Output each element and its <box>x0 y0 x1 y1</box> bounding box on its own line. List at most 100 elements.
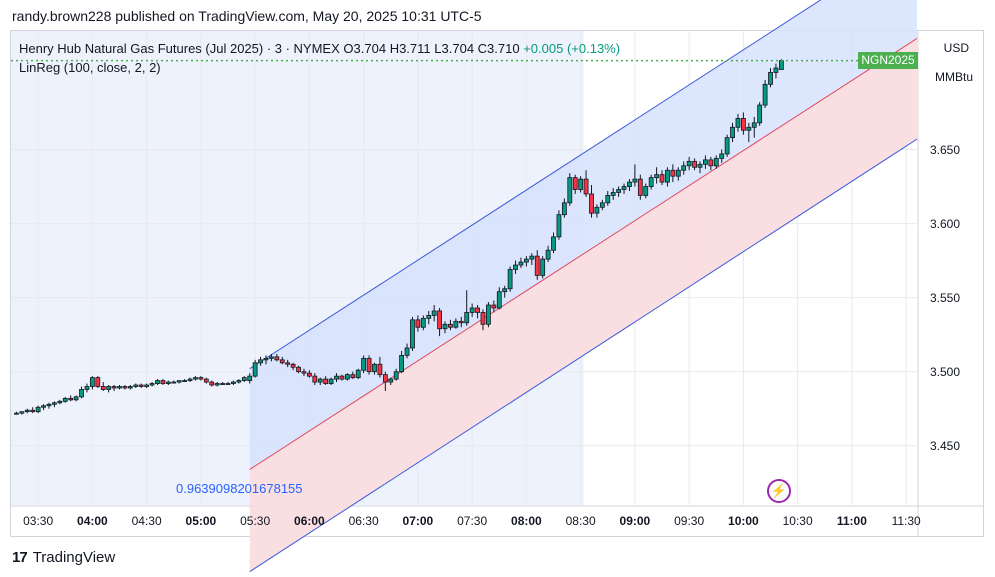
candle <box>475 305 480 319</box>
lightning-icon[interactable]: ⚡ <box>767 479 791 503</box>
candle-body <box>534 255 540 276</box>
time-tick: 11:30 <box>891 514 921 528</box>
candle-body <box>496 291 502 309</box>
symbol-title[interactable]: Henry Hub Natural Gas Futures (Jul 2025)… <box>19 41 340 56</box>
time-tick: 03:30 <box>23 514 54 528</box>
candle-body <box>111 386 117 389</box>
candle-body <box>475 307 480 313</box>
unit-label[interactable]: MMBtu <box>934 70 973 84</box>
candle-body <box>382 374 388 383</box>
candle-body <box>317 378 323 383</box>
candle-body <box>388 378 394 383</box>
tradingview-logo[interactable]: 17 TradingView <box>12 549 115 566</box>
candle <box>236 379 242 384</box>
channel-upper-line <box>249 0 822 370</box>
candle <box>486 302 491 328</box>
candle-body <box>724 137 730 155</box>
candle <box>366 355 372 375</box>
candle-body <box>616 189 622 193</box>
indicator-row[interactable]: LinReg (100, close, 2, 2) <box>19 58 620 77</box>
candle <box>171 380 177 384</box>
candle <box>399 350 405 374</box>
candle <box>247 373 253 384</box>
candle-body <box>176 380 182 383</box>
candle <box>220 382 225 386</box>
currency-label[interactable]: USD <box>943 41 969 55</box>
candle-body <box>127 386 133 389</box>
tv-logo-icon: 17 <box>12 549 28 566</box>
publish-header: randy.brown228 published on TradingView.… <box>12 8 482 24</box>
candle <box>578 176 584 193</box>
chart-legend[interactable]: Henry Hub Natural Gas Futures (Jul 2025)… <box>19 39 620 77</box>
candle-body <box>448 323 453 328</box>
candle <box>551 232 556 254</box>
candle-body <box>122 386 128 389</box>
candle <box>323 376 329 386</box>
candle-body <box>746 126 752 131</box>
time-tick: 05:00 <box>185 514 217 528</box>
candle <box>675 167 681 181</box>
candle <box>35 405 41 414</box>
candle-body <box>198 377 204 380</box>
candle-body <box>513 264 518 270</box>
candle <box>19 411 25 415</box>
candle-body <box>35 406 41 413</box>
candle <box>681 161 687 175</box>
candle-body <box>296 366 301 373</box>
candle <box>149 382 155 387</box>
candle <box>328 377 334 386</box>
candle-body <box>648 177 654 187</box>
symbol-row[interactable]: Henry Hub Natural Gas Futures (Jul 2025)… <box>19 39 620 58</box>
candle <box>773 63 779 79</box>
candle-body <box>491 304 497 309</box>
candle-body <box>209 381 215 386</box>
candle-body <box>117 386 122 389</box>
candle <box>296 365 301 374</box>
indicator-title[interactable]: LinReg (100, close, 2, 2) <box>19 60 161 75</box>
candle-body <box>350 374 356 379</box>
candle <box>561 198 567 218</box>
candle <box>339 374 345 381</box>
candle-body <box>762 83 768 106</box>
candle <box>599 199 605 211</box>
candle-body <box>540 258 546 276</box>
candle-body <box>203 378 209 383</box>
candle <box>686 156 692 171</box>
time-tick: 06:30 <box>348 514 379 528</box>
candle-body <box>19 411 25 414</box>
candle-body <box>241 377 247 381</box>
candle-body <box>675 169 681 177</box>
candle-body <box>605 195 611 204</box>
price-change: +0.005 (+0.13%) <box>523 41 621 56</box>
candle <box>757 102 763 126</box>
candle <box>73 395 79 402</box>
candle <box>458 316 464 328</box>
candle <box>127 385 133 390</box>
candle <box>643 183 649 199</box>
chart-frame[interactable] <box>10 30 984 537</box>
candle-body <box>670 169 676 177</box>
candle <box>768 68 773 88</box>
candle-body <box>399 354 405 373</box>
candle <box>382 371 388 391</box>
candle-body <box>57 400 63 404</box>
candle <box>57 399 63 405</box>
candle <box>637 174 643 200</box>
candle <box>659 170 665 186</box>
candle <box>420 315 426 331</box>
ohlc-close: C3.710 <box>477 41 520 56</box>
candle <box>567 173 573 206</box>
candle <box>703 155 708 169</box>
candle <box>79 386 84 399</box>
candle-body <box>589 193 594 214</box>
candle-body <box>290 363 296 368</box>
candle <box>594 204 600 218</box>
candle-body <box>155 380 160 384</box>
candle-body <box>274 356 280 361</box>
candle-body <box>464 312 470 324</box>
candle-body <box>79 389 84 398</box>
candle <box>89 376 95 390</box>
candle-body <box>757 104 763 124</box>
candle <box>285 359 291 368</box>
